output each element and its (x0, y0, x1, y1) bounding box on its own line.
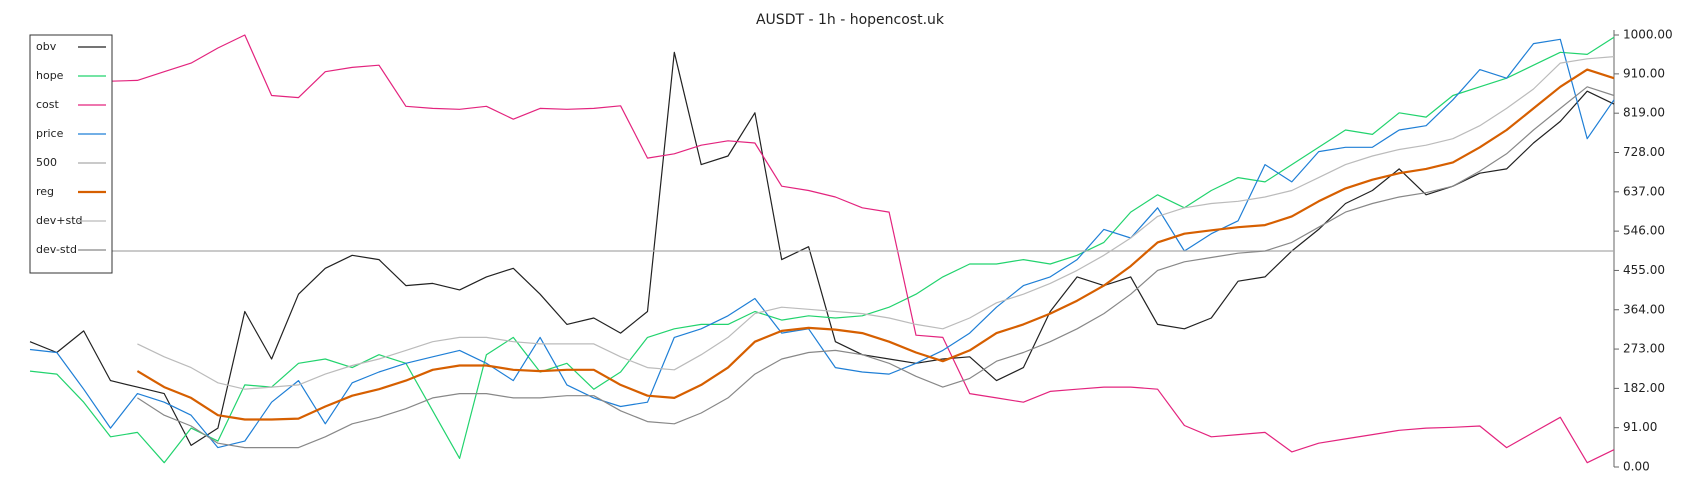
y-tick-label: 910.00 (1623, 66, 1665, 80)
series-line (29, 34, 1615, 464)
y-tick-label: 1000.00 (1623, 28, 1673, 42)
y-tick-label: 637.00 (1623, 184, 1665, 198)
y-tick-label: 0.00 (1623, 460, 1650, 474)
legend-label: price (36, 127, 64, 140)
legend-label: hope (36, 69, 64, 82)
series-line (137, 56, 1615, 390)
legend-label: 500 (36, 156, 57, 169)
legend-label: obv (36, 40, 57, 53)
y-tick-label: 546.00 (1623, 224, 1665, 238)
legend-label: reg (36, 185, 54, 198)
legend-box (29, 34, 113, 274)
chart-title: AUSDT - 1h - hopencost.uk (756, 12, 945, 28)
legend: obv hope cost price 500 reg dev+std dev-std (29, 34, 113, 274)
plot-area: 0.00 91.00 182.00 273.00 364.00 455.00 546.00 6… (29, 28, 1673, 474)
series-line (29, 36, 1615, 464)
y-tick-label: 819.00 (1623, 106, 1665, 120)
legend-label: dev-std (36, 243, 77, 256)
y-tick-label: 91.00 (1623, 420, 1657, 434)
series-line (137, 86, 1615, 449)
legend-label: cost (36, 98, 60, 111)
y-tick-label: 455.00 (1623, 263, 1665, 277)
series-line (29, 38, 1615, 449)
y-tick-label: 728.00 (1623, 145, 1665, 159)
series-line (29, 51, 1615, 446)
y-tick-label: 182.00 (1623, 381, 1665, 395)
series-line (136, 68, 1615, 421)
legend-label: dev+std (36, 214, 83, 227)
y-tick-label: 364.00 (1623, 302, 1665, 316)
y-tick-label: 273.00 (1623, 342, 1665, 356)
